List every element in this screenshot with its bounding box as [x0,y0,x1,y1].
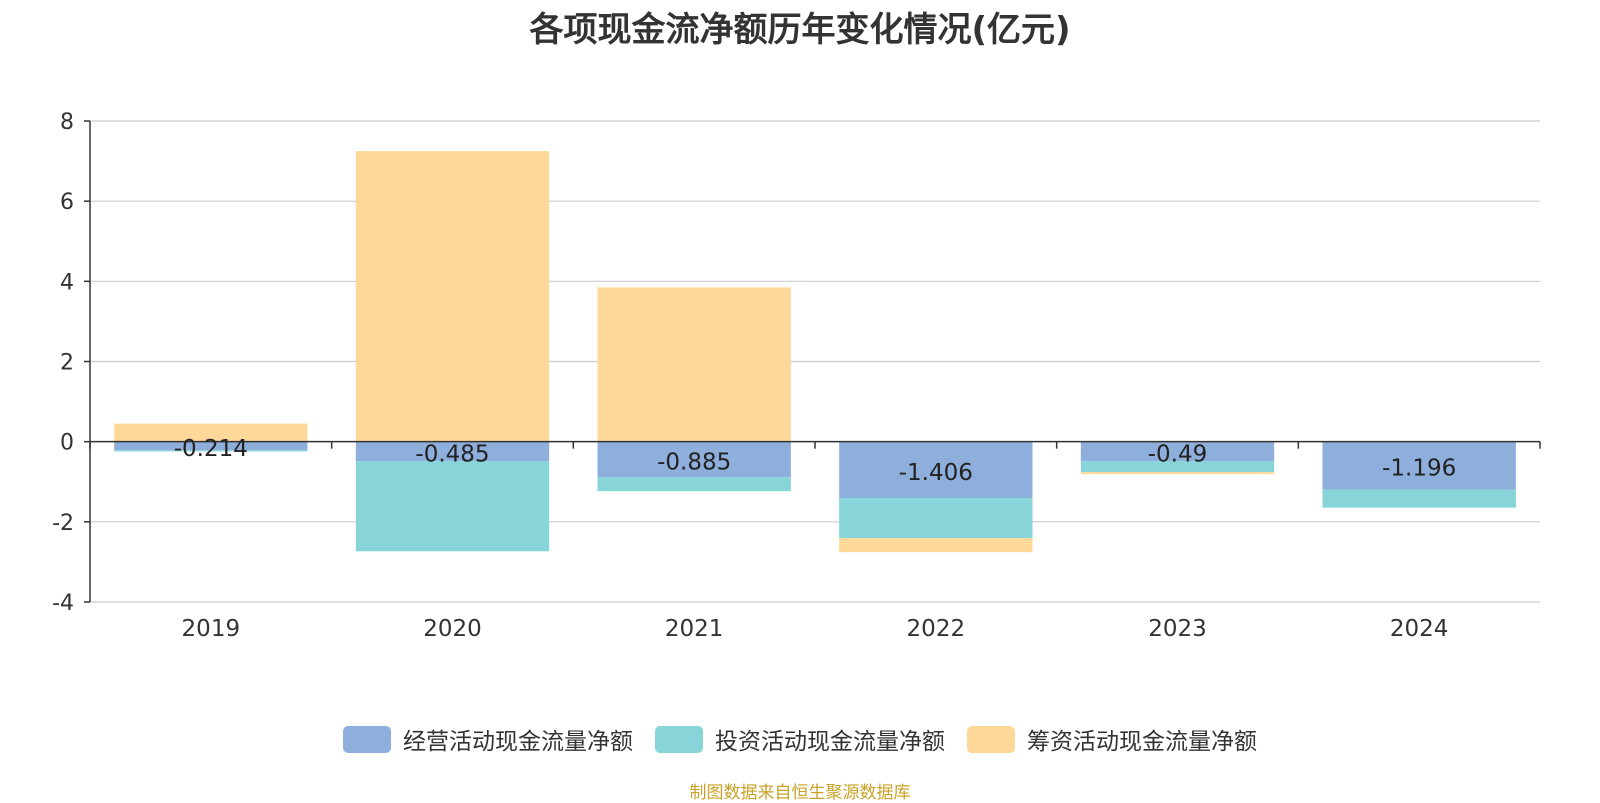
data-labels: -0.214 -0.485 -0.885 -1.406 -0.49 -1.196 [174,436,1456,486]
bar-2024-series-0[interactable] [1322,441,1516,490]
x-tick-label-2021: 2021 [665,616,724,642]
x-tick-label-2024: 2024 [1390,616,1449,642]
legend-label-operating: 经营活动现金流量净额 [403,729,633,755]
bar-2021-series-2[interactable] [597,287,791,442]
bar-2023-series-1[interactable] [1080,461,1275,473]
y-tick-label: 8 [60,110,74,135]
bar-2019-series-0[interactable] [114,441,308,451]
y-tick-label: -4 [52,591,74,616]
bar-2021-series-1[interactable] [597,477,791,492]
x-tick-label-2023: 2023 [1148,616,1207,642]
data-label-2022: -1.406 [899,460,973,486]
bar-2019-series-2[interactable] [114,423,308,442]
grid-lines [90,120,1540,603]
y-tick-label: 0 [60,431,74,456]
bar-2022-series-1[interactable] [839,498,1033,539]
legend: 经营活动现金流量净额 投资活动现金流量净额 筹资活动现金流量净额 [0,722,1600,756]
legend-swatch-operating [343,725,391,753]
legend-label-financing: 筹资活动现金流量净额 [1027,729,1257,755]
source-note: 制图数据来自恒生聚源数据库 [689,783,911,803]
bar-2020-series-1[interactable] [355,461,550,552]
bar-2019-series-1[interactable] [114,450,308,452]
bar-2020-series-2[interactable] [355,151,550,442]
x-tick-label-2019: 2019 [182,616,241,642]
y-tick-label: 4 [60,270,74,295]
data-label-2021: -0.885 [657,449,731,475]
legend-item-investing[interactable]: 投资活动现金流量净额 [655,722,945,756]
bar-2022-series-0[interactable] [839,441,1033,499]
x-tick-label-2022: 2022 [907,616,966,642]
bar-2024-series-1[interactable] [1322,489,1516,508]
y-tick-label: 2 [60,351,74,376]
data-label-2023: -0.49 [1148,441,1208,467]
legend-item-operating[interactable]: 经营活动现金流量净额 [343,722,633,756]
bars [114,151,1516,553]
bar-2021-series-0[interactable] [597,441,791,478]
y-tick-label: -2 [52,511,74,536]
bar-2022-series-2[interactable] [839,538,1033,553]
axes: -4 -2 0 2 4 6 8 2019 2020 2021 2022 2023 2024 [52,110,1541,642]
x-tick-label-2020: 2020 [423,616,482,642]
legend-item-financing[interactable]: 筹资活动现金流量净额 [967,722,1257,756]
bar-2023-series-0[interactable] [1080,441,1275,462]
chart-title: 各项现金流净额历年变化情况(亿元) [529,10,1071,50]
bar-2020-series-0[interactable] [355,441,550,462]
data-label-2020: -0.485 [415,441,489,467]
legend-swatch-investing [655,725,703,753]
data-label-2019: -0.214 [174,436,248,462]
legend-label-investing: 投资活动现金流量净额 [715,729,945,755]
y-tick-label: 6 [60,190,74,215]
bar-2023-series-2[interactable] [1080,472,1275,475]
legend-swatch-financing [967,725,1015,753]
data-label-2024: -1.196 [1382,456,1456,482]
